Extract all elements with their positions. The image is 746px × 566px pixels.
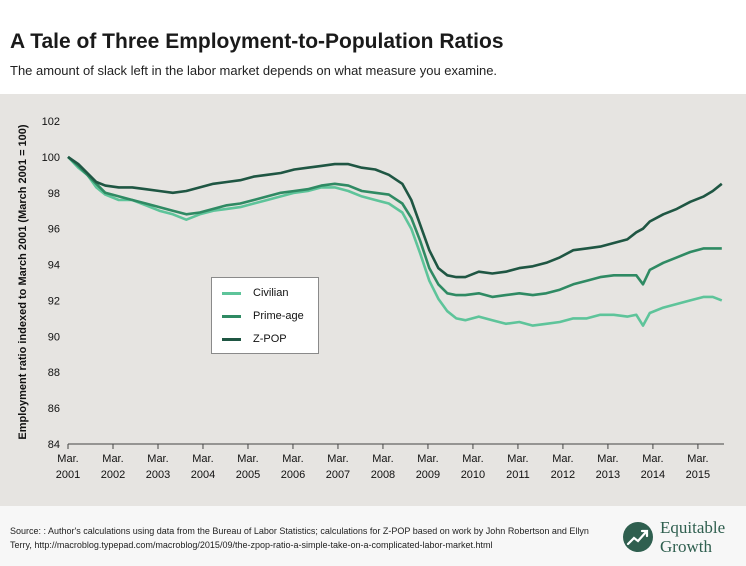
series-line-civilian (67, 156, 723, 327)
legend-item-prime-age: Prime-age (222, 307, 304, 325)
x-tick-label-month: Mar. (237, 453, 258, 465)
chart-panel: 84 86 88 90 92 94 96 98 100 102 Mar. 2001 Mar. 2002 M… (0, 94, 746, 506)
x-tick-label-month: Mar. (192, 453, 213, 465)
y-tick-label: 90 (48, 331, 60, 343)
legend-swatch-zpop (222, 337, 241, 341)
x-tick-label-month: Mar. (372, 453, 393, 465)
chart-title: A Tale of Three Employment-to-Population… (10, 30, 504, 53)
y-tick-label: 88 (48, 367, 60, 379)
legend-item-zpop: Z-POP (222, 330, 287, 348)
x-tick-label-month: Mar. (687, 453, 708, 465)
x-tick-label-year: 2011 (506, 469, 530, 481)
equitable-growth-logo: Equitable Growth (622, 518, 725, 556)
x-tick-label-year: 2015 (686, 469, 710, 481)
y-tick-label: 102 (42, 116, 60, 128)
x-tick-label-year: 2006 (281, 469, 305, 481)
y-tick-label: 92 (48, 295, 60, 307)
x-tick-label-year: 2012 (551, 469, 575, 481)
y-tick-label: 96 (48, 224, 60, 236)
x-tick-label-year: 2005 (236, 469, 260, 481)
x-tick-label-month: Mar. (57, 453, 78, 465)
x-tick-label-year: 2009 (416, 469, 440, 481)
logo-line-1: Equitable (660, 518, 726, 537)
y-tick-label: 84 (48, 439, 60, 451)
x-tick-label-month: Mar. (147, 453, 168, 465)
x-tick-label-year: 2007 (326, 469, 350, 481)
y-tick-label: 94 (48, 260, 60, 272)
x-tick-label-month: Mar. (327, 453, 348, 465)
x-tick-label-month: Mar. (282, 453, 303, 465)
x-tick-label-month: Mar. (102, 453, 123, 465)
x-tick-label-year: 2002 (101, 469, 125, 481)
chart-subtitle: The amount of slack left in the labor ma… (10, 63, 498, 78)
series-line-z-pop (67, 155, 723, 279)
x-tick-label-month: Mar. (417, 453, 438, 465)
series-lines (67, 155, 723, 327)
x-tick-label-month: Mar. (642, 453, 663, 465)
x-tick-label-month: Mar. (507, 453, 528, 465)
y-axis: 84 86 88 90 92 94 96 98 100 102 (42, 116, 60, 451)
footer (0, 506, 746, 566)
growth-logo-icon (623, 522, 653, 552)
source-note: Source: : Author's calculations using da… (10, 526, 589, 550)
x-tick-label-year: 2013 (596, 469, 620, 481)
legend-swatch-prime-age (222, 314, 241, 318)
x-tick-label-year: 2004 (191, 469, 215, 481)
x-tick-label-month: Mar. (552, 453, 573, 465)
x-tick-label-month: Mar. (597, 453, 618, 465)
logo-line-2: Growth (660, 537, 712, 556)
y-axis-label: Employment ratio indexed to March 2001 (… (17, 124, 29, 439)
legend-label-zpop: Z-POP (253, 333, 287, 345)
legend-label-civilian: Civilian (253, 287, 289, 299)
x-tick-label-year: 2008 (371, 469, 395, 481)
x-tick-label-month: Mar. (462, 453, 483, 465)
series-line-prime-age (67, 155, 722, 299)
x-tick-label-year: 2014 (641, 469, 665, 481)
chart-legend: Civilian Prime-age Z-POP (211, 277, 319, 354)
y-tick-label: 86 (48, 403, 60, 415)
y-tick-label: 100 (42, 152, 60, 164)
legend-label-prime-age: Prime-age (253, 310, 304, 322)
x-tick-label-year: 2010 (461, 469, 485, 481)
x-tick-label-year: 2001 (56, 469, 80, 481)
x-tick-label-year: 2003 (146, 469, 170, 481)
legend-swatch-civilian (222, 291, 241, 295)
legend-item-civilian: Civilian (222, 284, 288, 302)
logo-text: Equitable Growth (660, 518, 725, 556)
x-axis: Mar. 2001 Mar. 2002 Mar. 2003 Mar. 2004 Mar. 2005… (56, 443, 724, 481)
y-tick-label: 98 (48, 188, 60, 200)
